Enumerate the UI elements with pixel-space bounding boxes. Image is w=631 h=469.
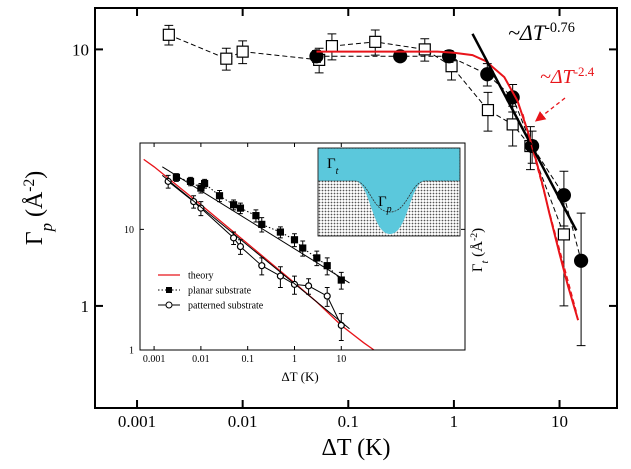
annotation-exponent: -0.76 [545, 20, 575, 36]
curve [162, 166, 350, 284]
schematic-interface [318, 180, 460, 213]
marker [369, 35, 382, 48]
label-part: ) [470, 228, 486, 233]
label-part: (Å [470, 241, 486, 261]
marker [229, 201, 238, 209]
x-tick-label: 10 [336, 354, 346, 365]
annotation-base: ~ΔT [540, 66, 576, 88]
y-tick-label: 10 [124, 225, 134, 236]
schematic-film [318, 148, 460, 234]
series-line [316, 55, 582, 261]
x-tick-label: 1 [450, 412, 459, 431]
marker [236, 204, 245, 212]
marker [506, 118, 519, 131]
marker [220, 52, 233, 65]
curve [161, 175, 350, 330]
schematic-label: Γp [378, 194, 392, 215]
inset-plot: 0.001 0.01 0.1 1 10 1 10 ΔT (K) Γt (Å-2) theory pl… [124, 142, 491, 384]
marker [200, 179, 209, 188]
curve [316, 50, 580, 321]
x-tick-label: 0.001 [118, 412, 156, 431]
marker [481, 103, 495, 117]
marker [252, 212, 260, 220]
label-part: ) [22, 171, 48, 179]
legend-marker [165, 301, 173, 309]
label-part: Γ [470, 263, 486, 272]
marker [557, 228, 571, 241]
label-part: -2 [469, 233, 480, 241]
marker [276, 228, 284, 236]
marker [258, 220, 266, 228]
x-tick-label: 0.1 [241, 354, 254, 365]
x-axis-label: ΔT (K) [281, 369, 318, 384]
x-axis-label: ΔT (K) [322, 435, 391, 461]
marker [236, 242, 245, 251]
marker [258, 262, 266, 270]
y-tick-label: 1 [129, 346, 134, 357]
x-tick-label: 0.1 [338, 412, 359, 431]
marker [313, 254, 321, 262]
marker [290, 236, 299, 244]
label-part: Γ [22, 231, 48, 245]
plot-frame [139, 142, 466, 351]
annotation-arrow [534, 97, 566, 122]
y-axis-label: Γp (Å-2) [21, 171, 56, 246]
marker [215, 192, 224, 200]
series-layer [162, 24, 589, 347]
curve [471, 33, 578, 231]
error-bar [576, 212, 586, 347]
marker [323, 292, 331, 300]
x-tick-label: 0.01 [228, 412, 258, 431]
marker [393, 49, 408, 64]
marker [418, 43, 431, 56]
annotation-base: ~ΔT [508, 20, 547, 45]
y-axis-label: Γt (Å-2) [469, 228, 491, 272]
legend-label: patterned substrate [188, 301, 264, 312]
label-part: (Å [22, 191, 48, 223]
marker [299, 244, 307, 252]
marker [325, 40, 339, 53]
curve [522, 113, 577, 312]
marker [304, 282, 313, 290]
annotation-exponent: -2.4 [574, 64, 595, 79]
label-part: t [480, 259, 491, 263]
x-tick-label: 0.01 [192, 354, 210, 365]
annotation: ~ΔT-0.76 [508, 20, 575, 45]
plot-frame [94, 7, 618, 409]
legend-label: planar substrate [188, 286, 252, 297]
marker [573, 253, 589, 268]
marker [162, 28, 175, 41]
schematic-label: Γt [327, 156, 339, 177]
y-tick-label: 10 [72, 40, 89, 59]
marker [197, 204, 205, 212]
marker [164, 177, 172, 185]
series-layer [143, 158, 375, 350]
legend-label: theory [188, 271, 214, 282]
x-tick-label: 0.001 [143, 354, 166, 365]
annotation: ~ΔT-2.4 [540, 64, 595, 89]
series-line [168, 34, 565, 235]
y-tick-label: 1 [81, 297, 90, 316]
x-tick-label: 1 [292, 354, 297, 365]
x-tick-label: 10 [551, 412, 568, 431]
marker [229, 234, 238, 242]
marker [236, 45, 249, 58]
label-part: -2 [21, 179, 38, 192]
marker [276, 272, 284, 280]
legend-marker [166, 287, 172, 293]
marker [309, 49, 324, 64]
schematic: Γt Γp [317, 147, 461, 237]
label-part: p [37, 223, 56, 232]
